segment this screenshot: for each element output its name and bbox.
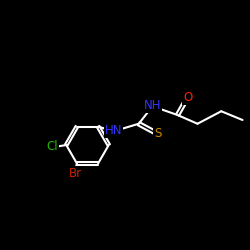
Text: O: O	[183, 91, 192, 104]
Text: Br: Br	[69, 168, 82, 180]
Text: Cl: Cl	[47, 140, 58, 153]
Text: HN: HN	[105, 124, 122, 137]
Text: NH: NH	[144, 99, 161, 112]
Text: S: S	[154, 127, 161, 140]
